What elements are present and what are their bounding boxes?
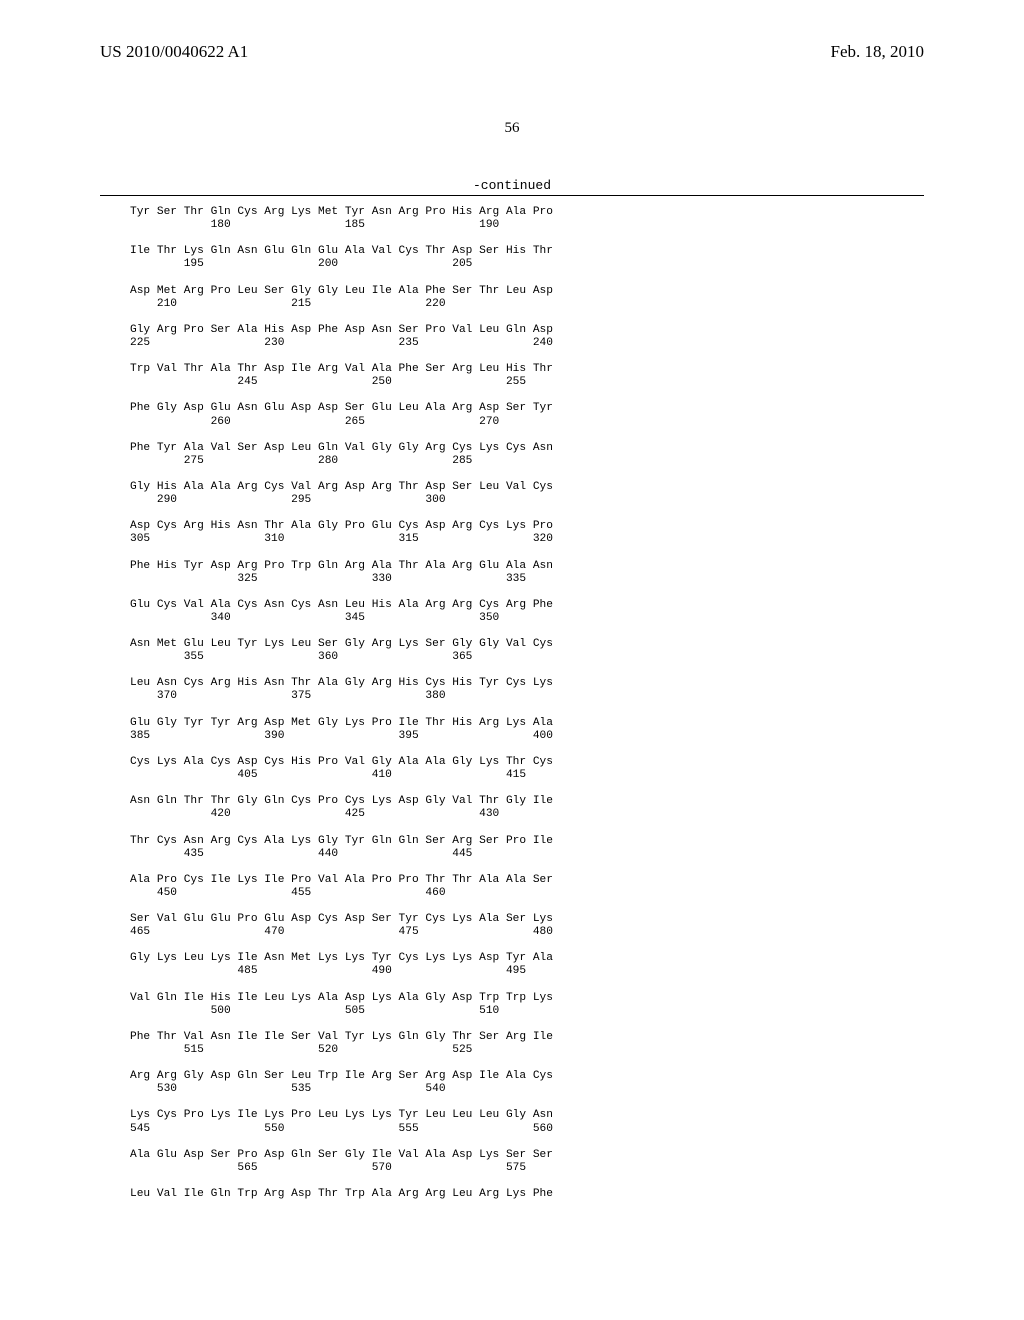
publication-number: US 2010/0040622 A1 <box>100 42 248 62</box>
page-number: 56 <box>0 120 1024 137</box>
sequence-listing: Tyr Ser Thr Gln Cys Arg Lys Met Tyr Asn … <box>130 206 553 1201</box>
publication-date: Feb. 18, 2010 <box>831 42 925 62</box>
rule-line <box>100 195 924 196</box>
continued-label: -continued <box>0 178 1024 193</box>
